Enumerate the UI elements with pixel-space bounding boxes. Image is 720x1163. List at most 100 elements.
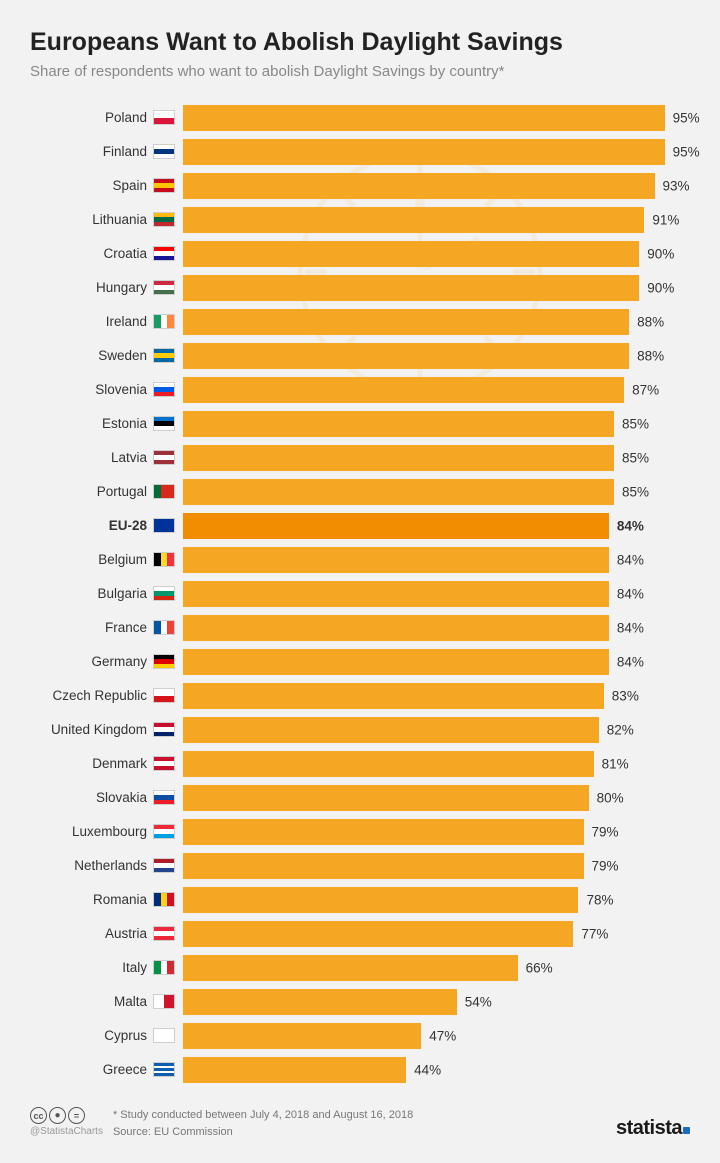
country-label: Latvia xyxy=(30,450,153,465)
bar-row: Ireland88% xyxy=(30,306,690,337)
bar-track: 90% xyxy=(183,241,690,267)
country-label: Denmark xyxy=(30,756,153,771)
chart-footer: cc●= @StatistaCharts * Study conducted b… xyxy=(30,1107,690,1140)
country-label: Luxembourg xyxy=(30,824,153,839)
bar xyxy=(183,887,578,913)
flag-icon xyxy=(153,518,175,533)
bar-track: 54% xyxy=(183,989,690,1015)
country-label: Cyprus xyxy=(30,1028,153,1043)
bar-value: 85% xyxy=(622,450,649,465)
bar-value: 85% xyxy=(622,416,649,431)
flag-icon xyxy=(153,246,175,261)
country-label: Portugal xyxy=(30,484,153,499)
bar-track: 90% xyxy=(183,275,690,301)
bar-row: Greece 44% xyxy=(30,1054,690,1085)
bar-track: 87% xyxy=(183,377,690,403)
flag-icon xyxy=(153,994,175,1009)
country-label: Netherlands xyxy=(30,858,153,873)
bar-track: 84% xyxy=(183,547,690,573)
bar-row: Denmark 81% xyxy=(30,748,690,779)
bar xyxy=(183,241,639,267)
bar-track: 85% xyxy=(183,479,690,505)
bar-value: 77% xyxy=(581,926,608,941)
bar xyxy=(183,751,594,777)
bar xyxy=(183,785,589,811)
bar-value: 79% xyxy=(592,858,619,873)
country-label: Spain xyxy=(30,178,153,193)
bar-track: 47% xyxy=(183,1023,690,1049)
chart-container: Europeans Want to Abolish Daylight Savin… xyxy=(0,0,720,1160)
flag-icon xyxy=(153,586,175,601)
bar-row: Belgium 84% xyxy=(30,544,690,575)
bar xyxy=(183,1057,406,1083)
bar-track: 95% xyxy=(183,105,690,131)
country-label: Romania xyxy=(30,892,153,907)
bar-value: 93% xyxy=(663,178,690,193)
bar-value: 88% xyxy=(637,314,664,329)
footnote: * Study conducted between July 4, 2018 a… xyxy=(113,1107,413,1124)
bar-track: 81% xyxy=(183,751,690,777)
country-label: Estonia xyxy=(30,416,153,431)
bar-track: 84% xyxy=(183,581,690,607)
country-label: Greece xyxy=(30,1062,153,1077)
flag-icon xyxy=(153,960,175,975)
bars-area: Poland95%Finland95%Spain93%Lithuania91%C… xyxy=(30,102,690,1085)
statista-logo: statista xyxy=(616,1117,690,1140)
bar xyxy=(183,683,604,709)
bar-row: Slovenia87% xyxy=(30,374,690,405)
bar-track: 95% xyxy=(183,139,690,165)
cc-license-icon: cc●= xyxy=(30,1107,103,1124)
chart-subtitle: Share of respondents who want to abolish… xyxy=(30,63,690,80)
bar xyxy=(183,479,614,505)
flag-icon xyxy=(153,756,175,771)
bar-track: 66% xyxy=(183,955,690,981)
country-label: Croatia xyxy=(30,246,153,261)
flag-icon xyxy=(153,484,175,499)
flag-icon xyxy=(153,722,175,737)
bar-value: 79% xyxy=(592,824,619,839)
flag-icon xyxy=(153,620,175,635)
bar-value: 82% xyxy=(607,722,634,737)
bar-value: 90% xyxy=(647,246,674,261)
bar xyxy=(183,819,584,845)
bar-row: Slovakia80% xyxy=(30,782,690,813)
country-label: Poland xyxy=(30,110,153,125)
bar xyxy=(183,717,599,743)
bar-track: 78% xyxy=(183,887,690,913)
bar-value: 95% xyxy=(673,144,700,159)
bar-row: Italy66% xyxy=(30,952,690,983)
bar xyxy=(183,547,609,573)
bar-value: 81% xyxy=(602,756,629,771)
bar-row: Hungary90% xyxy=(30,272,690,303)
bar-track: 84% xyxy=(183,615,690,641)
country-label: Czech Republic xyxy=(30,688,153,703)
flag-icon xyxy=(153,212,175,227)
flag-icon xyxy=(153,450,175,465)
country-label: Bulgaria xyxy=(30,586,153,601)
bar-value: 90% xyxy=(647,280,674,295)
flag-icon xyxy=(153,654,175,669)
bar-track: 85% xyxy=(183,445,690,471)
bar-row: Malta 54% xyxy=(30,986,690,1017)
bar xyxy=(183,853,584,879)
bar-row: Portugal 85% xyxy=(30,476,690,507)
bar-row: Czech Republic 83% xyxy=(30,680,690,711)
country-label: Belgium xyxy=(30,552,153,567)
flag-icon xyxy=(153,416,175,431)
bar-row: Romania 78% xyxy=(30,884,690,915)
bar xyxy=(183,411,614,437)
bar xyxy=(183,309,629,335)
flag-icon xyxy=(153,824,175,839)
flag-icon xyxy=(153,892,175,907)
bar xyxy=(183,513,609,539)
country-label: Finland xyxy=(30,144,153,159)
bar-track: 84% xyxy=(183,649,690,675)
bar-value: 54% xyxy=(465,994,492,1009)
bar-value: 83% xyxy=(612,688,639,703)
country-label: Malta xyxy=(30,994,153,1009)
bar-value: 80% xyxy=(597,790,624,805)
bar-value: 44% xyxy=(414,1062,441,1077)
flag-icon xyxy=(153,790,175,805)
bar-row: Germany84% xyxy=(30,646,690,677)
bar-row: Cyprus 47% xyxy=(30,1020,690,1051)
